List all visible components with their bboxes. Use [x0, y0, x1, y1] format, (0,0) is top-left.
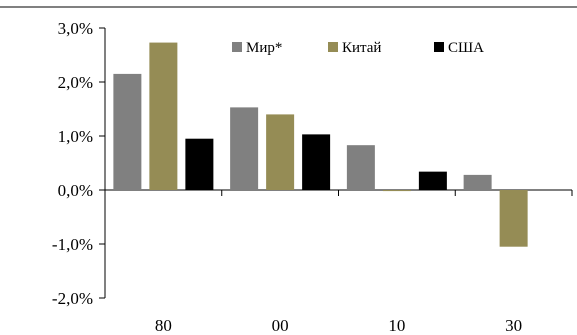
bar-80-series-1: [149, 43, 177, 190]
bar-10-series-2: [419, 172, 447, 190]
legend-swatch-1: [328, 42, 338, 52]
bar-80-series-2: [185, 139, 213, 190]
legend-label-1: Китай: [342, 40, 381, 56]
bar-30-series-1: [500, 190, 528, 247]
y-tick-label: 3,0%: [58, 19, 93, 38]
bar-00-series-0: [230, 107, 258, 190]
legend-label-2: США: [448, 40, 484, 56]
y-axis: 3,0% 2,0% 1,0% 0,0% -1,0% -2,0%: [52, 19, 105, 308]
y-tick-label: 1,0%: [58, 127, 93, 146]
x-tick-label: 30: [505, 316, 522, 335]
bar-80-series-0: [113, 74, 141, 190]
bar-10-series-1: [383, 190, 411, 191]
x-tick-label: 80: [155, 316, 172, 335]
legend-swatch-0: [232, 42, 242, 52]
y-tick-label: 0,0%: [58, 181, 93, 200]
y-tick-label: 2,0%: [58, 73, 93, 92]
legend-label-0: Мир*: [246, 40, 282, 56]
bar-00-series-2: [302, 134, 330, 190]
bar-30-series-0: [464, 175, 492, 190]
bar-10-series-0: [347, 145, 375, 190]
y-tick-label: -1,0%: [52, 235, 93, 254]
legend: Мир* Китай США: [232, 40, 484, 56]
legend-swatch-2: [434, 42, 444, 52]
x-tick-label: 10: [388, 316, 405, 335]
bar-00-series-1: [266, 114, 294, 190]
y-tick-label: -2,0%: [52, 289, 93, 308]
x-tick-label: 00: [272, 316, 289, 335]
bars: [113, 43, 527, 247]
